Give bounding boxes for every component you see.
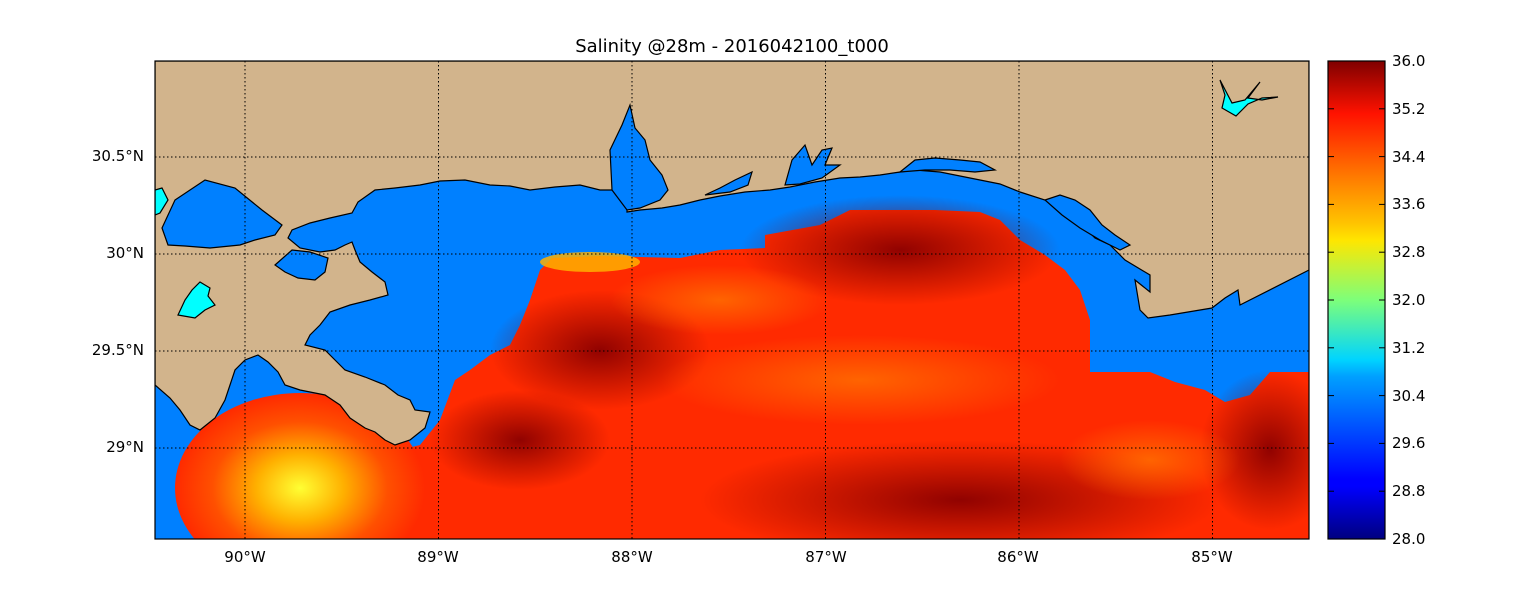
y-tick-label: 30°N [106, 244, 144, 262]
x-tick-label: 86°W [997, 548, 1039, 566]
high-salinity-core-2 [740, 195, 1060, 305]
mid-salinity-band-3 [1060, 420, 1240, 500]
low-salinity-eddy [175, 393, 425, 539]
colorbar-tick-label: 36.0 [1392, 52, 1426, 70]
colorbar-tick-label: 35.2 [1392, 99, 1426, 118]
mid-salinity-band-1 [660, 335, 1060, 425]
perdido-inlet [704, 170, 753, 196]
st-andrew-bay [1043, 194, 1132, 251]
colorbar-tick-label: 29.6 [1392, 434, 1426, 453]
high-salinity-core-4 [1200, 370, 1309, 530]
choctawhatchee-bay [898, 157, 998, 173]
y-tick-label: 30.5°N [91, 147, 144, 165]
graticule [155, 61, 1309, 539]
pensacola-bay [784, 143, 842, 186]
colorbar-tick-label: 30.4 [1392, 386, 1426, 405]
colorbar-tick-label: 32.0 [1392, 291, 1426, 309]
lake-northeast [1219, 79, 1279, 117]
low-salinity-patch [540, 252, 640, 272]
lake-salvador [177, 281, 216, 319]
map-title: Salinity @28m - 2016042100_t000 [575, 36, 889, 57]
mid-salinity-band-2 [610, 265, 830, 335]
colorbar [1327, 60, 1386, 540]
colorbar-tick-label: 28.0 [1392, 530, 1426, 548]
lake-pontchartrain [161, 179, 283, 249]
colorbar-tick-label: 31.2 [1392, 338, 1426, 357]
colorbar-tick-label: 28.8 [1392, 482, 1426, 501]
colorbar-ticks [1328, 60, 1385, 540]
y-tick-label: 29°N [106, 438, 144, 456]
x-tick-label: 90°W [224, 548, 266, 566]
x-tick-label: 89°W [417, 548, 459, 566]
lake-maurepas-edge [155, 187, 169, 216]
colorbar-tick-label: 32.8 [1392, 243, 1426, 262]
x-tick-label: 88°W [611, 548, 653, 566]
colorbar-tick-label: 33.6 [1392, 195, 1426, 214]
x-tick-label: 87°W [805, 548, 847, 566]
salinity-field [175, 195, 1309, 539]
colorbar-tick-label: 34.4 [1392, 147, 1426, 166]
map-frame [154, 60, 1310, 540]
lake-borgne [274, 249, 329, 281]
y-tick-label: 29.5°N [91, 341, 144, 359]
high-salinity-core-5 [430, 390, 610, 490]
x-tick-label: 85°W [1191, 548, 1233, 566]
